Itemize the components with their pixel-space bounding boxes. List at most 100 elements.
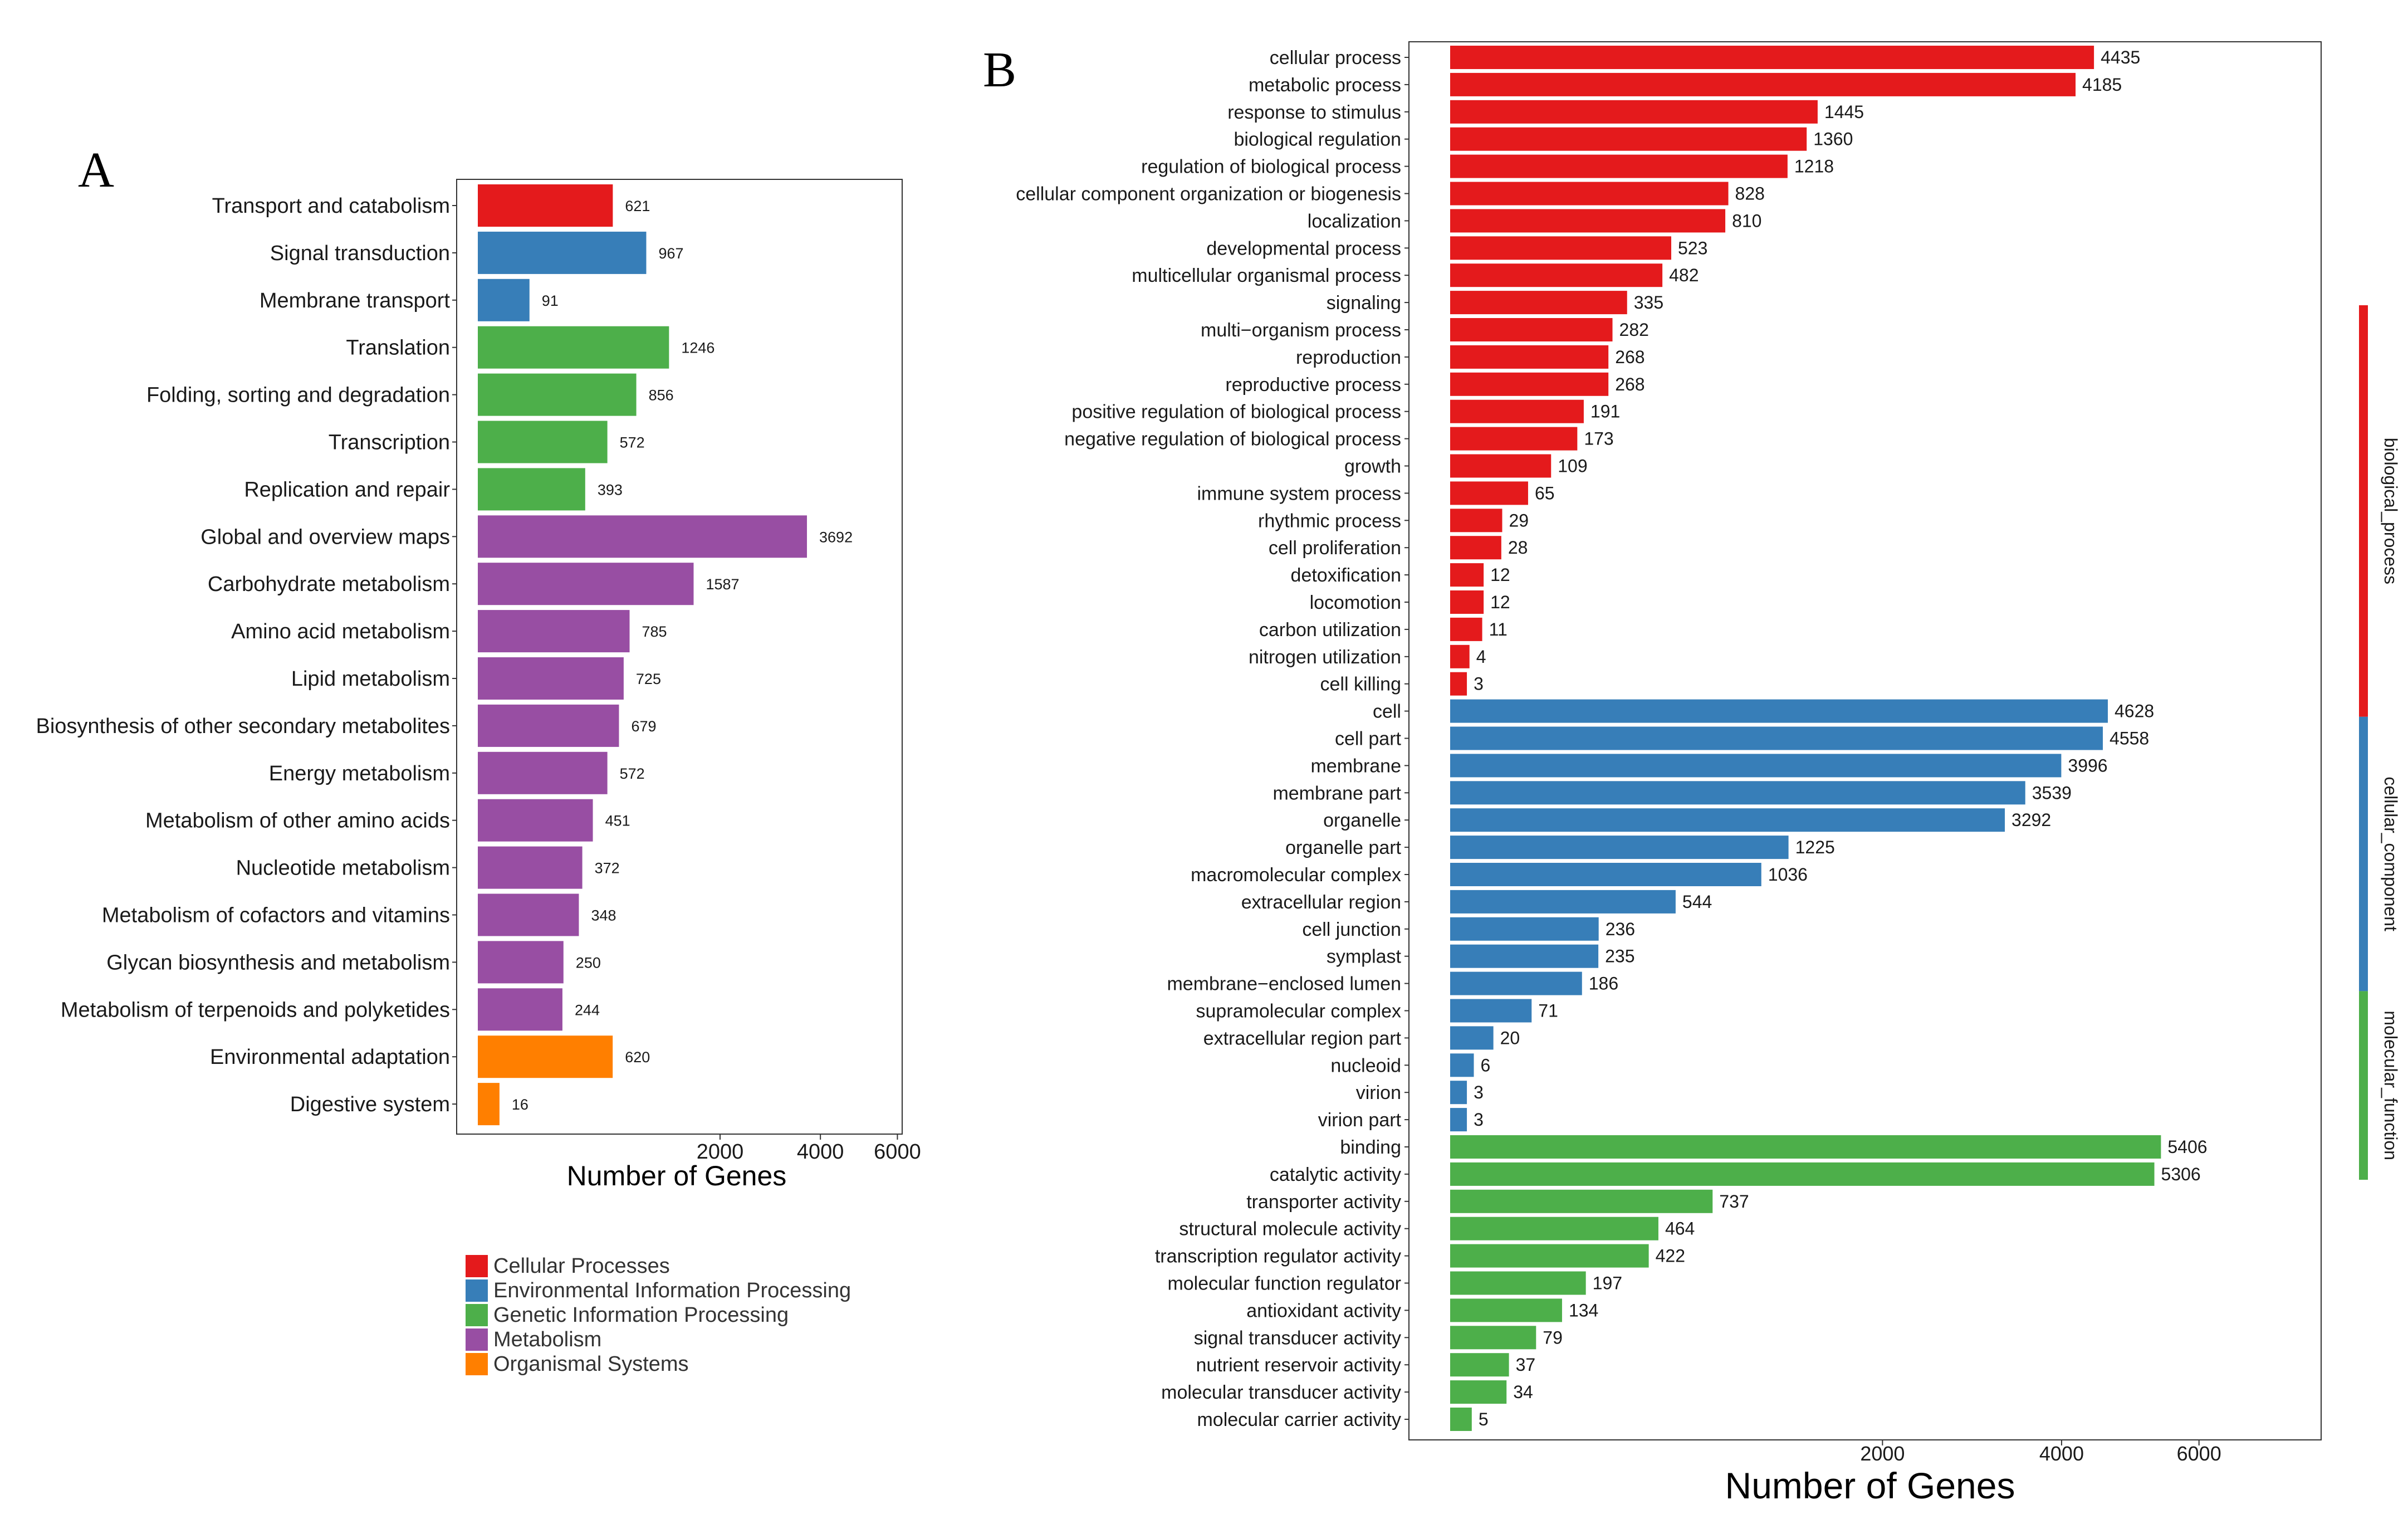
legend-label-organismal-systems: Organismal Systems [493,1352,689,1376]
value-reproductive-process: 268 [1615,374,1645,394]
label-folding-sorting-and-degradation: Folding, sorting and degradation [146,384,450,407]
x-tick-label-4000: 4000 [797,1140,844,1164]
bar-cell-proliferation [1450,536,1501,560]
label-structural-molecule-activity: structural molecule activity [1179,1219,1401,1240]
label-nucleoid: nucleoid [1330,1055,1401,1076]
label-positive-regulation-of-biological-process: positive regulation of biological proces… [1071,402,1401,423]
bar-structural-molecule-activity [1450,1217,1658,1240]
bar-membrane-enclosed-lumen [1450,971,1582,995]
label-localization: localization [1308,211,1401,232]
bar-multicellular-organismal-process [1450,263,1663,287]
value-nitrogen-utilization: 4 [1476,647,1486,667]
panel-b-x-ticks: 2000 4000 6000 [1860,1440,2221,1465]
value-organelle-part: 1225 [1795,837,1835,857]
label-global-and-overview-maps: Global and overview maps [200,525,450,549]
bar-replication-and-repair [478,468,585,511]
value-cellular-process: 4435 [2101,47,2140,67]
bar-membrane-part [1450,781,2025,805]
panel-b-category-labels: cellular process metabolic process respons… [1016,47,1409,1430]
label-reproductive-process: reproductive process [1225,374,1401,395]
label-locomotion: locomotion [1310,592,1401,613]
bar-growth [1450,454,1552,478]
label-organelle-part: organelle part [1285,837,1401,858]
x-tick-label-2000: 2000 [1860,1442,1905,1465]
bar-biological-regulation [1450,127,1807,151]
bar-extracellular-region [1450,890,1676,914]
bar-carbohydrate-metabolism [478,563,694,605]
value-nutrient-reservoir-activity: 37 [1516,1355,1536,1375]
value-localization: 810 [1732,211,1761,231]
bar-metabolism-of-other-amino-acids [478,799,593,842]
value-response-to-stimulus: 1445 [1824,102,1864,122]
bar-translation [478,326,669,369]
panel-a-label: A [78,143,114,198]
label-energy-metabolism: Energy metabolism [269,762,450,785]
value-developmental-process: 523 [1678,238,1707,258]
label-membrane-part: membrane part [1272,783,1401,804]
x-tick-label-2000: 2000 [697,1140,744,1164]
value-rhythmic-process: 29 [1509,510,1529,530]
bar-multi-organism-process [1450,318,1613,341]
label-nutrient-reservoir-activity: nutrient reservoir activity [1196,1355,1401,1376]
bar-cellular-component-organization-or-biogenesis [1450,182,1729,206]
value-nucleotide-metabolism: 372 [595,860,620,877]
value-regulation-of-biological-process: 1218 [1794,157,1834,177]
value-cell-part: 4558 [2110,729,2149,749]
label-organelle: organelle [1323,810,1401,831]
label-membrane-transport: Membrane transport [260,289,451,312]
value-multi-organism-process: 282 [1619,320,1649,340]
bar-antioxidant-activity [1450,1298,1562,1322]
value-metabolism-of-other-amino-acids: 451 [605,813,630,829]
label-transport-and-catabolism: Transport and catabolism [212,194,450,218]
value-locomotion: 12 [1490,592,1510,612]
bar-signaling [1450,291,1627,315]
label-amino-acid-metabolism: Amino acid metabolism [231,620,450,643]
value-carbohydrate-metabolism: 1587 [706,576,739,593]
bar-metabolism-of-terpenoids-and-polyketides [478,988,562,1031]
value-macromolecular-complex: 1036 [1768,864,1808,885]
value-transport-and-catabolism: 621 [625,198,650,214]
value-environmental-adaptation: 620 [625,1049,650,1066]
bar-reproduction [1450,345,1609,369]
bar-macromolecular-complex [1450,863,1761,886]
bar-cellular-process [1450,46,2094,69]
value-catalytic-activity: 5306 [2161,1164,2201,1184]
x-tick-label-6000: 6000 [874,1140,921,1164]
bar-rhythmic-process [1450,509,1502,533]
bar-transcription-regulator-activity [1450,1244,1649,1268]
label-multicellular-organismal-process: multicellular organismal process [1132,265,1401,286]
value-antioxidant-activity: 134 [1569,1300,1598,1320]
label-signaling: signaling [1327,292,1401,314]
panel-a-bars [478,184,807,1126]
value-biological-regulation: 1360 [1813,129,1853,149]
bar-cell [1450,699,2108,723]
label-developmental-process: developmental process [1206,238,1401,259]
value-metabolic-process: 4185 [2082,75,2122,95]
strip-molecular_function [2359,991,2368,1180]
value-cell-junction: 236 [1606,919,1635,939]
bar-global-and-overview-maps [478,515,807,558]
bar-membrane-transport [478,279,530,321]
label-extracellular-region-part: extracellular region part [1203,1028,1402,1049]
label-immune-system-process: immune system process [1197,483,1401,504]
label-cell-proliferation: cell proliferation [1269,538,1401,559]
bar-extracellular-region-part [1450,1026,1494,1050]
bar-lipid-metabolism [478,657,624,700]
value-virion: 3 [1474,1082,1484,1102]
value-transcription: 572 [620,434,645,451]
value-global-and-overview-maps: 3692 [819,529,853,545]
label-metabolic-process: metabolic process [1249,75,1401,96]
label-response-to-stimulus: response to stimulus [1227,102,1401,123]
label-biological-regulation: biological regulation [1234,129,1401,150]
value-digestive-system: 16 [512,1096,528,1113]
value-symplast: 235 [1605,946,1634,966]
bar-detoxification [1450,563,1484,587]
bar-organelle [1450,808,2005,832]
bar-glycan-biosynthesis-and-metabolism [478,941,564,984]
label-nucleotide-metabolism: Nucleotide metabolism [236,857,450,880]
value-molecular-transducer-activity: 34 [1513,1382,1533,1402]
bar-nucleotide-metabolism [478,846,583,889]
value-lipid-metabolism: 725 [636,671,661,687]
legend-label-genetic-information-processing: Genetic Information Processing [493,1303,789,1327]
